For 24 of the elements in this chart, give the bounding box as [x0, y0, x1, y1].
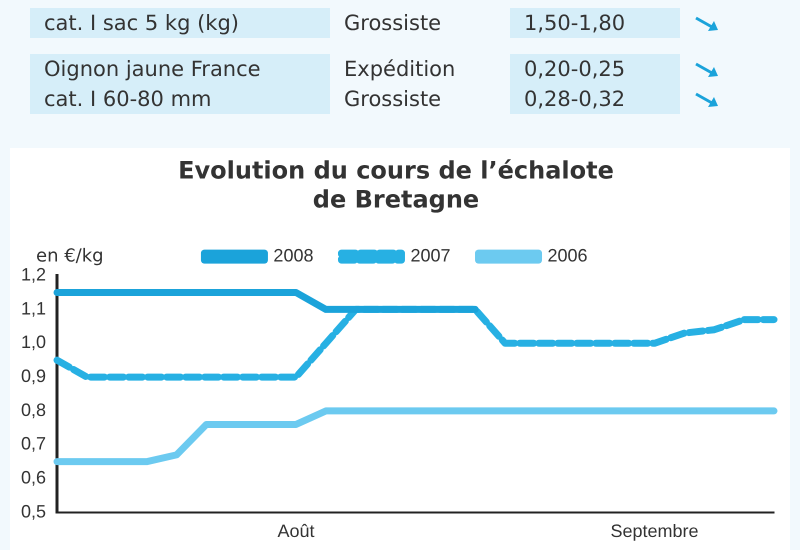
x-tick-label: Août — [278, 521, 315, 542]
text: 1,50-1,80 — [510, 8, 680, 38]
y-tick-label: 0,6 — [20, 468, 46, 488]
y-axis-title: en €/kg — [36, 245, 104, 266]
text: 0,20-0,25 — [510, 54, 680, 84]
y-tick-label: 0,7 — [20, 434, 46, 454]
text: Grossiste — [343, 10, 442, 37]
y-tick-label: 1,0 — [20, 332, 46, 352]
y-tick-label: 1,2 — [20, 264, 46, 285]
text: Expédition — [343, 56, 456, 83]
y-tick-label: 0,9 — [20, 366, 46, 386]
chart-title: Evolution du cours de l’échalote de Bretagne — [178, 156, 614, 214]
legend-label: 2007 — [410, 246, 451, 266]
y-tick-label: 1,1 — [20, 298, 46, 318]
legend-label: 2008 — [273, 246, 314, 266]
y-tick-label: 0,8 — [20, 400, 46, 420]
text: cat. I sac 5 kg (kg) — [30, 8, 330, 38]
y-tick-label: 0,5 — [20, 501, 46, 522]
legend-label: 2006 — [548, 246, 588, 266]
text: 0,28-0,32 — [510, 84, 680, 114]
text: Grossiste — [343, 86, 442, 113]
text: cat. I 60-80 mm — [30, 84, 330, 114]
x-tick-label: Septembre — [610, 521, 699, 542]
text: Oignon jaune France — [30, 54, 330, 84]
